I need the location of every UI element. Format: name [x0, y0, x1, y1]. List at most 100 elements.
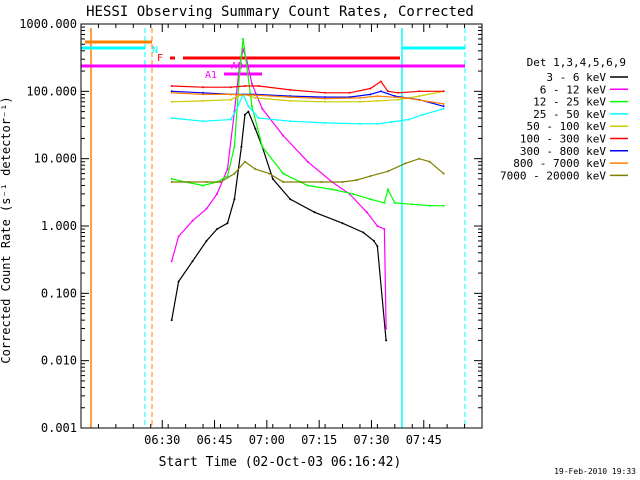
data-point: [341, 181, 344, 183]
data-point: [376, 225, 379, 227]
data-point: [289, 99, 292, 102]
data-point: [379, 80, 382, 83]
data-point: [170, 177, 173, 180]
y-tick-label: 100.000: [26, 84, 77, 98]
data-point: [362, 231, 365, 234]
data-point: [324, 121, 327, 124]
data-point: [442, 107, 445, 110]
data-point: [226, 222, 229, 225]
y-tick-label: 1000.000: [19, 17, 77, 31]
data-point: [320, 181, 323, 183]
data-point: [428, 204, 431, 207]
data-point: [418, 95, 421, 98]
legend-label: 12 - 25 keV: [533, 96, 606, 109]
data-point: [202, 93, 204, 96]
data-point: [170, 260, 173, 263]
data-point: [442, 90, 445, 93]
data-point: [324, 96, 327, 99]
axes-layer: 1000.000 100.000 10.000 1.000 0.100 0.010 0.00…: [19, 17, 483, 447]
x-axis-label: Start Time (02-Oct-03 06:16:42): [159, 455, 402, 470]
data-point: [418, 157, 421, 160]
data-point: [369, 87, 372, 90]
data-point: [219, 181, 222, 183]
data-point: [177, 235, 180, 238]
data-point: [170, 181, 173, 183]
data-point: [359, 122, 361, 125]
series-layer: [170, 37, 445, 342]
data-point: [306, 160, 309, 163]
data-point: [341, 222, 344, 225]
data-point: [428, 160, 431, 163]
data-point: [233, 198, 236, 201]
data-point: [170, 100, 173, 103]
data-point: [442, 172, 445, 175]
data-point: [324, 97, 327, 100]
y-tick-label: 0.010: [41, 354, 77, 368]
data-point: [243, 85, 246, 87]
x-tick-label: 06:45: [196, 433, 232, 447]
data-point: [331, 188, 334, 191]
data-point: [250, 105, 253, 108]
data-point: [385, 339, 388, 342]
data-point: [257, 85, 260, 87]
data-point: [216, 228, 218, 231]
series-line: [171, 47, 387, 329]
data-point: [233, 172, 236, 175]
legend-label: 3 - 6 keV: [546, 71, 606, 84]
legend-title: Det 1,3,4,5,6,9: [527, 56, 626, 69]
x-tick-label: 07:00: [249, 433, 285, 447]
data-point: [170, 91, 173, 94]
data-point: [369, 198, 372, 201]
data-point: [245, 63, 248, 66]
data-point: [372, 239, 375, 242]
data-point: [348, 91, 351, 94]
data-point: [250, 82, 253, 85]
data-point: [397, 98, 400, 101]
overlay-layer: NF A0 A1: [81, 28, 466, 428]
data-point: [385, 327, 388, 330]
legend-label: 6 - 12 keV: [540, 83, 607, 96]
data-point: [404, 96, 407, 99]
data-point: [170, 85, 173, 87]
legend-label: 300 - 800 keV: [520, 145, 606, 158]
legend-label: 25 - 50 keV: [533, 108, 606, 121]
series-line: [171, 38, 444, 207]
data-point: [243, 160, 246, 163]
data-point: [282, 172, 285, 175]
series-line: [171, 80, 444, 94]
x-tick-label: 07:30: [353, 433, 389, 447]
data-point: [376, 122, 379, 125]
data-point: [379, 90, 382, 93]
data-point: [202, 86, 204, 89]
data-point: [369, 93, 372, 96]
series-line: [171, 110, 387, 341]
data-point: [383, 228, 386, 231]
data-point: [261, 107, 264, 110]
flag-annotation: F: [157, 53, 163, 64]
chart-title: HESSI Observing Summary Count Rates, Cor…: [86, 4, 474, 20]
data-point: [170, 117, 173, 120]
data-point: [386, 188, 389, 191]
data-point: [202, 91, 204, 94]
data-point: [386, 90, 389, 93]
y-tick-label: 0.100: [41, 286, 77, 300]
data-point: [243, 113, 246, 116]
data-point: [386, 170, 389, 173]
data-point: [442, 105, 445, 108]
data-point: [216, 192, 218, 195]
data-point: [254, 94, 257, 97]
data-point: [313, 211, 316, 214]
data-point: [191, 219, 194, 222]
data-point: [404, 162, 407, 165]
legend-label: 7000 - 20000 keV: [500, 169, 606, 182]
data-point: [355, 179, 358, 182]
data-point: [261, 145, 264, 148]
data-point: [299, 181, 302, 183]
data-point: [390, 121, 393, 123]
data-point: [170, 90, 173, 93]
data-point: [369, 175, 372, 178]
data-point: [442, 102, 445, 105]
series-line: [171, 92, 444, 105]
data-point: [226, 168, 229, 171]
